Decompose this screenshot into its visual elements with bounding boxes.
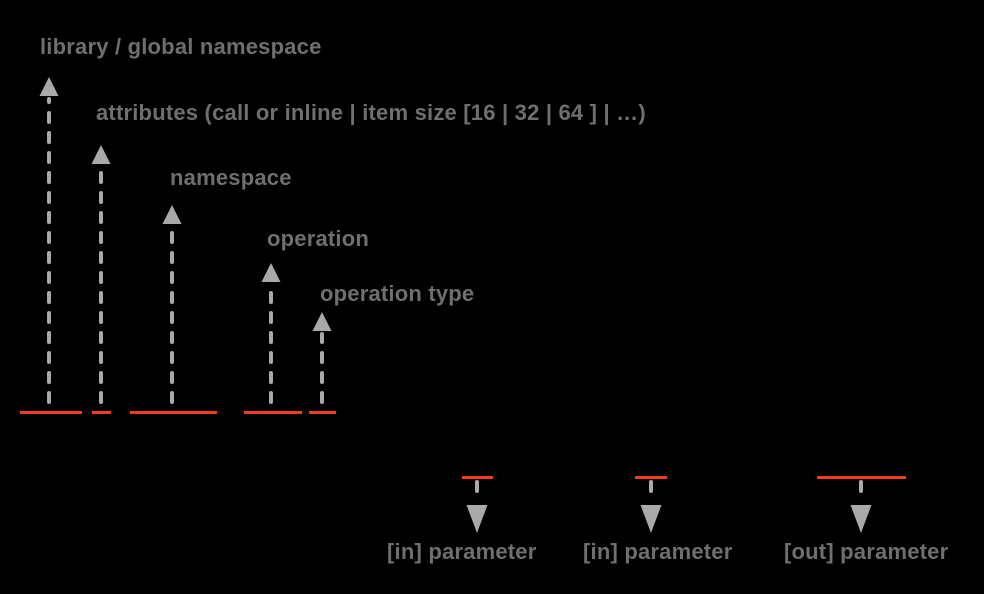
out-parameter-label: [out] parameter bbox=[784, 539, 949, 564]
up-arrow-namespace bbox=[162, 205, 182, 404]
down-arrow-in-parameter-1 bbox=[466, 480, 488, 533]
operation-type-label: operation type bbox=[320, 281, 475, 306]
attributes-label: attributes (call or inline | item size [… bbox=[96, 100, 646, 125]
up-arrow-operation-type bbox=[312, 312, 332, 404]
up-arrow-attributes bbox=[91, 145, 111, 404]
up-arrow-operation bbox=[261, 263, 281, 404]
library-namespace-label: library / global namespace bbox=[40, 34, 322, 59]
in-parameter-1-label: [in] parameter bbox=[387, 539, 537, 564]
operation-label: operation bbox=[267, 226, 370, 251]
in-parameter-2-label: [in] parameter bbox=[583, 539, 733, 564]
down-arrow-out-parameter bbox=[850, 480, 872, 533]
down-arrow-in-parameter-2 bbox=[640, 480, 662, 533]
namespace-label: namespace bbox=[170, 165, 292, 190]
up-arrow-library bbox=[39, 77, 59, 404]
